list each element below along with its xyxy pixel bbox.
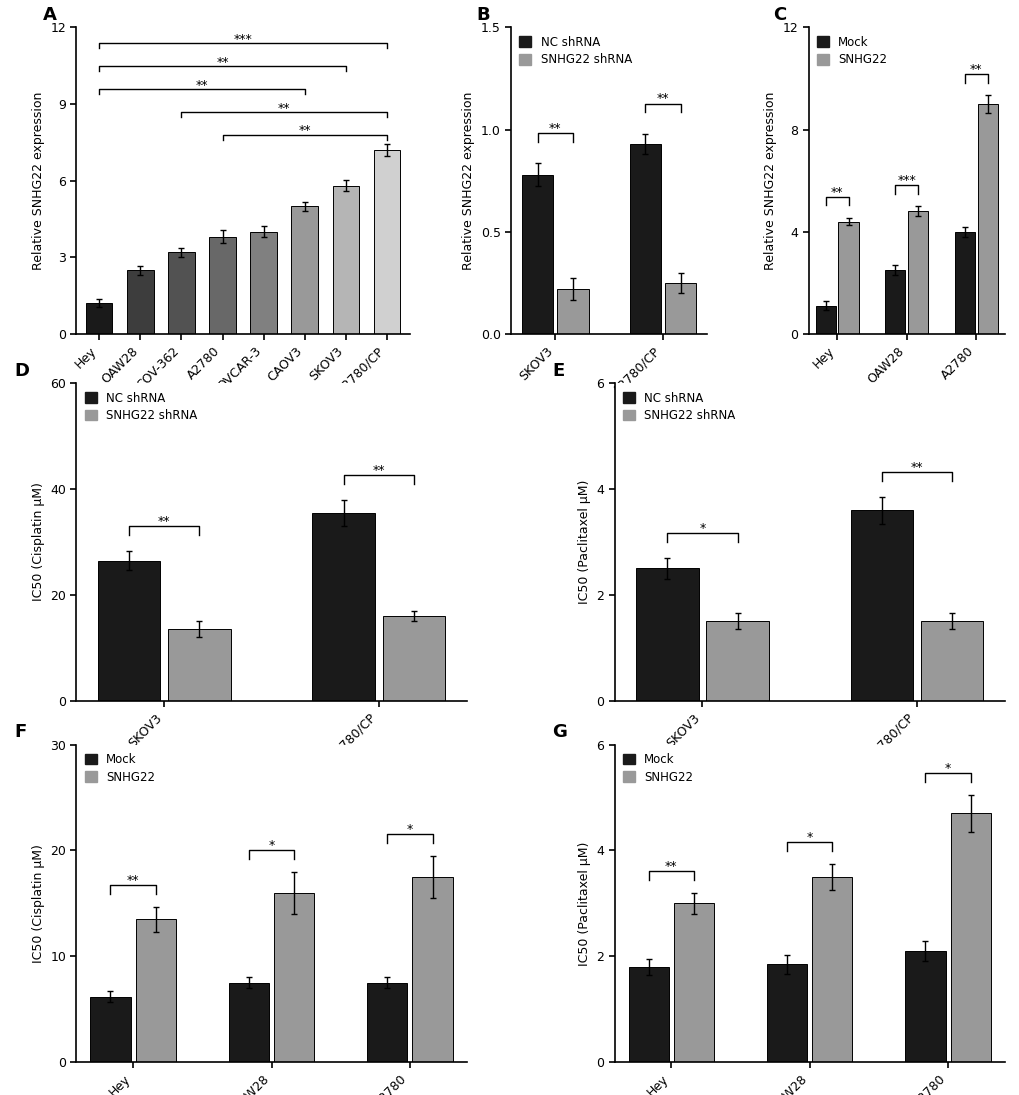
Text: E: E xyxy=(551,362,564,380)
Bar xyxy=(91,996,130,1062)
Bar xyxy=(766,965,806,1062)
Text: **: ** xyxy=(126,874,140,887)
Bar xyxy=(838,221,858,334)
Text: **: ** xyxy=(664,860,677,873)
Legend: Mock, SNHG22: Mock, SNHG22 xyxy=(620,750,695,786)
Bar xyxy=(332,186,359,334)
Y-axis label: Relative SNHG22 expression: Relative SNHG22 expression xyxy=(32,92,45,269)
Text: **: ** xyxy=(548,122,561,135)
Text: F: F xyxy=(14,724,26,741)
Bar xyxy=(850,510,912,701)
Bar xyxy=(209,237,235,334)
Legend: NC shRNA, SNHG22 shRNA: NC shRNA, SNHG22 shRNA xyxy=(517,33,634,69)
Bar xyxy=(168,252,195,334)
Text: ***: *** xyxy=(897,174,915,187)
Bar xyxy=(976,104,997,334)
Text: **: ** xyxy=(158,515,170,528)
Bar xyxy=(382,616,444,701)
Bar xyxy=(950,814,989,1062)
Bar xyxy=(629,143,660,334)
Text: **: ** xyxy=(196,79,208,92)
Text: C: C xyxy=(772,7,786,24)
Text: G: G xyxy=(551,724,567,741)
Y-axis label: IC50 (Cisplatin μM): IC50 (Cisplatin μM) xyxy=(32,844,45,963)
Bar xyxy=(168,630,230,701)
Bar xyxy=(636,568,698,701)
Bar xyxy=(920,622,982,701)
Bar xyxy=(811,877,852,1062)
Bar xyxy=(705,622,768,701)
Bar xyxy=(412,877,452,1062)
Y-axis label: IC50 (Paclitaxel μM): IC50 (Paclitaxel μM) xyxy=(577,841,590,966)
Bar xyxy=(312,512,375,701)
Text: *: * xyxy=(944,762,951,775)
Bar xyxy=(907,211,927,334)
Text: **: ** xyxy=(372,463,384,476)
Text: *: * xyxy=(699,522,705,535)
Text: **: ** xyxy=(656,92,668,105)
Text: B: B xyxy=(476,7,489,24)
Legend: Mock, SNHG22: Mock, SNHG22 xyxy=(83,750,157,786)
Text: **: ** xyxy=(969,62,981,76)
Bar xyxy=(664,283,696,334)
Bar xyxy=(86,303,112,334)
Y-axis label: IC50 (Paclitaxel μM): IC50 (Paclitaxel μM) xyxy=(577,480,590,604)
Bar xyxy=(522,174,552,334)
Text: A: A xyxy=(43,7,57,24)
Bar xyxy=(126,270,154,334)
Text: *: * xyxy=(806,831,812,844)
Bar xyxy=(628,967,668,1062)
Text: **: ** xyxy=(216,56,228,69)
Bar xyxy=(291,206,318,334)
Bar xyxy=(228,983,269,1062)
Text: **: ** xyxy=(299,125,311,138)
Legend: NC shRNA, SNHG22 shRNA: NC shRNA, SNHG22 shRNA xyxy=(620,389,737,425)
Legend: Mock, SNHG22: Mock, SNHG22 xyxy=(814,33,889,69)
Text: *: * xyxy=(407,823,413,835)
Legend: NC shRNA, SNHG22 shRNA: NC shRNA, SNHG22 shRNA xyxy=(83,389,200,425)
Text: D: D xyxy=(14,362,30,380)
Y-axis label: IC50 (Cisplatin μM): IC50 (Cisplatin μM) xyxy=(32,483,45,601)
Bar xyxy=(905,950,945,1062)
Y-axis label: Relative SNHG22 expression: Relative SNHG22 expression xyxy=(763,92,776,269)
Bar xyxy=(556,289,588,334)
Bar xyxy=(136,920,175,1062)
Bar xyxy=(954,232,974,334)
Bar xyxy=(274,892,314,1062)
Bar xyxy=(884,270,905,334)
Bar xyxy=(674,903,713,1062)
Text: *: * xyxy=(268,839,274,852)
Text: **: ** xyxy=(910,461,922,474)
Text: **: ** xyxy=(278,102,290,115)
Bar xyxy=(373,150,400,334)
Bar xyxy=(815,306,836,334)
Bar xyxy=(98,561,160,701)
Y-axis label: Relative SNHG22 expression: Relative SNHG22 expression xyxy=(462,92,475,269)
Bar xyxy=(250,232,277,334)
Text: ***: *** xyxy=(233,33,253,46)
Bar xyxy=(367,983,407,1062)
Text: **: ** xyxy=(830,185,843,198)
